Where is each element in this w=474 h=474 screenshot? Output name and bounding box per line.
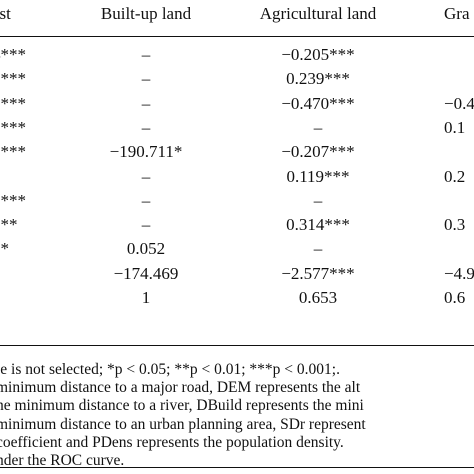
table-cell-col-est: 2*** bbox=[0, 190, 26, 210]
table-cell-col-built-up-land: – bbox=[141, 45, 151, 64]
table-cell-col-built-up-land: – bbox=[141, 69, 151, 89]
table-cell-col-est: 4*** bbox=[0, 45, 26, 64]
table-cell-col-agricultural-land: – bbox=[313, 190, 323, 210]
table-cell-col-built-up-land: −174.469 bbox=[113, 263, 179, 283]
header-rule bbox=[0, 36, 474, 37]
table-bottom-rule bbox=[0, 467, 474, 468]
table-cell-col-grassland: 0.2 bbox=[444, 166, 466, 186]
table-cell-col-built-up-land: – bbox=[141, 93, 151, 113]
table-cell-col-agricultural-land: – bbox=[313, 117, 323, 137]
table-cell-col-built-up-land: – bbox=[141, 166, 151, 186]
table-note: coefficient and PDens represents the pop… bbox=[0, 433, 344, 451]
table-cell-col-est: 2*** bbox=[0, 117, 26, 137]
table-cell-col-built-up-land: – bbox=[141, 190, 151, 210]
table-cell-col-built-up-land: – bbox=[141, 117, 151, 137]
table-cell-col-grassland: −4.9 bbox=[444, 263, 474, 283]
table-cell-col-agricultural-land: −2.577*** bbox=[281, 263, 355, 283]
table-cell-col-built-up-land: – bbox=[141, 215, 151, 235]
table-note: ne minimum distance to a river, DBuild r… bbox=[0, 397, 364, 415]
body-bottom-rule bbox=[0, 345, 474, 346]
table-note: minimum distance to an urban planning ar… bbox=[0, 415, 366, 433]
table-note: le is not selected; *p < 0.05; **p < 0.0… bbox=[0, 361, 340, 378]
table-cell-col-agricultural-land: 0.314*** bbox=[286, 215, 350, 235]
table-cell-col-grassland: 0.1 bbox=[444, 117, 466, 137]
table-cell-col-grassland: 0.6 bbox=[444, 288, 466, 307]
column-header-col-grassland: Gra bbox=[444, 4, 470, 23]
table-cell-col-agricultural-land: −0.207*** bbox=[281, 142, 355, 162]
table-note: nder the ROC curve. bbox=[0, 452, 125, 469]
table-cell-col-agricultural-land: 0.239*** bbox=[286, 69, 350, 89]
table-cell-col-est: 8*** bbox=[0, 93, 26, 113]
table-cell-col-agricultural-land: – bbox=[313, 239, 323, 259]
table-cell-col-est: 5 bbox=[0, 264, 1, 284]
table-cell-col-agricultural-land: −0.470*** bbox=[281, 93, 355, 113]
table-cell-col-built-up-land: 0.052 bbox=[126, 239, 166, 259]
table-cell-col-est: 6*** bbox=[0, 142, 26, 162]
column-header-col-est: est bbox=[0, 4, 11, 23]
table-cell-col-est: 7*** bbox=[0, 69, 26, 89]
table-cell-col-est: 3* bbox=[0, 239, 9, 259]
table-cell-col-grassland: 0.3 bbox=[444, 215, 466, 235]
table-cell-col-est: 6 bbox=[0, 288, 1, 308]
table-cell-col-agricultural-land: −0.205*** bbox=[281, 45, 355, 64]
table-note: minimum distance to a major road, DEM re… bbox=[0, 379, 361, 397]
column-header-col-agricultural-land: Agricultural land bbox=[259, 4, 377, 23]
table-cell-col-agricultural-land: 0.119*** bbox=[286, 166, 350, 186]
table-cell-col-grassland: −0.4 bbox=[444, 93, 474, 113]
table-cell-col-built-up-land: −190.711* bbox=[109, 142, 183, 162]
table-cell-col-agricultural-land: 0.653 bbox=[298, 288, 338, 307]
column-header-col-built-up-land: Built-up land bbox=[100, 4, 192, 23]
table-cell-col-est: 8** bbox=[0, 215, 18, 235]
table-cell-col-built-up-land: 1 bbox=[141, 288, 151, 307]
